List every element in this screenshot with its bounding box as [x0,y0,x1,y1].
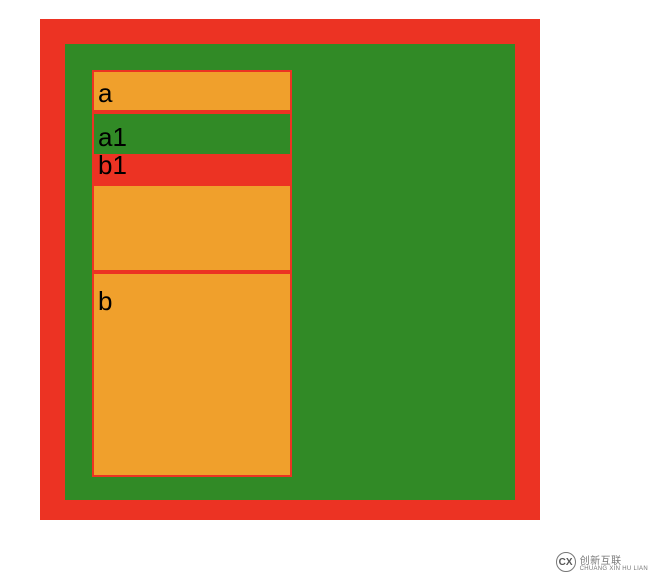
label-b: b [98,288,112,314]
watermark-text: 创新互联 CHUANG XIN HU LIAN [580,552,648,572]
box-mid-orange [92,184,292,272]
label-b1: b1 [98,152,127,178]
watermark: CX 创新互联 CHUANG XIN HU LIAN [552,550,652,574]
watermark-line2: CHUANG XIN HU LIAN [580,566,648,572]
label-a: a [98,80,112,106]
box-b [92,272,292,477]
watermark-line1: 创新互联 [580,552,648,567]
watermark-logo-text: CX [559,557,573,568]
box-a [92,70,292,112]
watermark-logo-icon: CX [556,552,576,572]
label-a1: a1 [98,124,127,150]
